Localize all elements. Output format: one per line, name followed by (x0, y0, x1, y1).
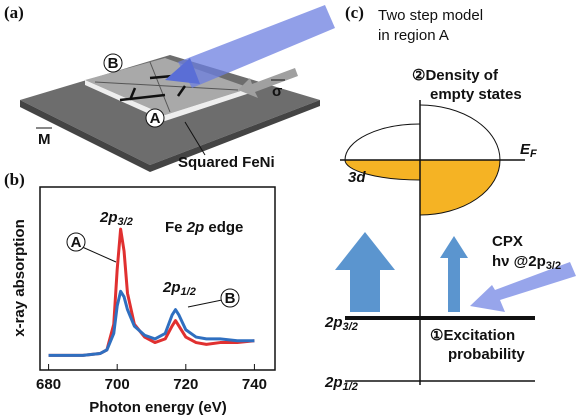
empty-states (345, 124, 420, 160)
region-label: B (108, 55, 119, 72)
edge-label: Fe 2p edge (165, 219, 243, 236)
panel-label: (b) (4, 170, 25, 189)
panel-c: (c) Two step model in region A ②Density … (324, 3, 576, 393)
y-axis-title: x-ray absorption (11, 219, 28, 337)
panel-a: (a) σ B A M Squared FeNi (4, 3, 335, 172)
x-tick-label: 680 (36, 376, 61, 393)
band-label: 3d (348, 169, 366, 186)
region-label: B (225, 290, 236, 307)
title: in region A (378, 27, 449, 44)
empty-states (420, 105, 500, 160)
m-label: M (38, 131, 51, 148)
cpx-label: CPX (492, 233, 523, 250)
panel-label: (c) (345, 3, 364, 22)
panel-label: (a) (4, 3, 24, 22)
x-tick-label: 740 (242, 376, 267, 393)
transition-arrow (440, 236, 468, 312)
leader (188, 300, 222, 307)
peak-label: 2p1/2 (162, 279, 196, 298)
x-tick-label: 700 (105, 376, 130, 393)
x-axis-title: Photon energy (eV) (89, 399, 227, 416)
step-label: probability (448, 346, 525, 363)
leader (80, 246, 116, 262)
step-label: ②Density of (412, 67, 499, 84)
xray-beam (178, 5, 335, 88)
step-label: ①Excitation (430, 327, 515, 344)
figure: (a) σ B A M Squared FeNi (b) Photon ener… (0, 0, 583, 419)
sample-label: Squared FeNi (178, 154, 275, 171)
step-label: empty states (430, 86, 522, 103)
page: {"chart_data": {"type": "line", "panel_l… (0, 0, 583, 419)
region-label: A (71, 234, 82, 251)
title: Two step model (378, 7, 483, 24)
x-tick-label: 720 (173, 376, 198, 393)
level-label: 2p1/2 (324, 374, 358, 393)
hv-label: hν @2p3/2 (492, 253, 561, 272)
sigma-label: σ (272, 83, 282, 100)
peak-label: 2p3/2 (99, 209, 133, 228)
region-label: A (150, 110, 161, 127)
ef-label: EF (520, 141, 537, 160)
filled-states (420, 160, 500, 215)
transition-arrow (335, 232, 395, 312)
panel-b: (b) Photon energy (eV) x-ray absorption … (4, 170, 275, 416)
